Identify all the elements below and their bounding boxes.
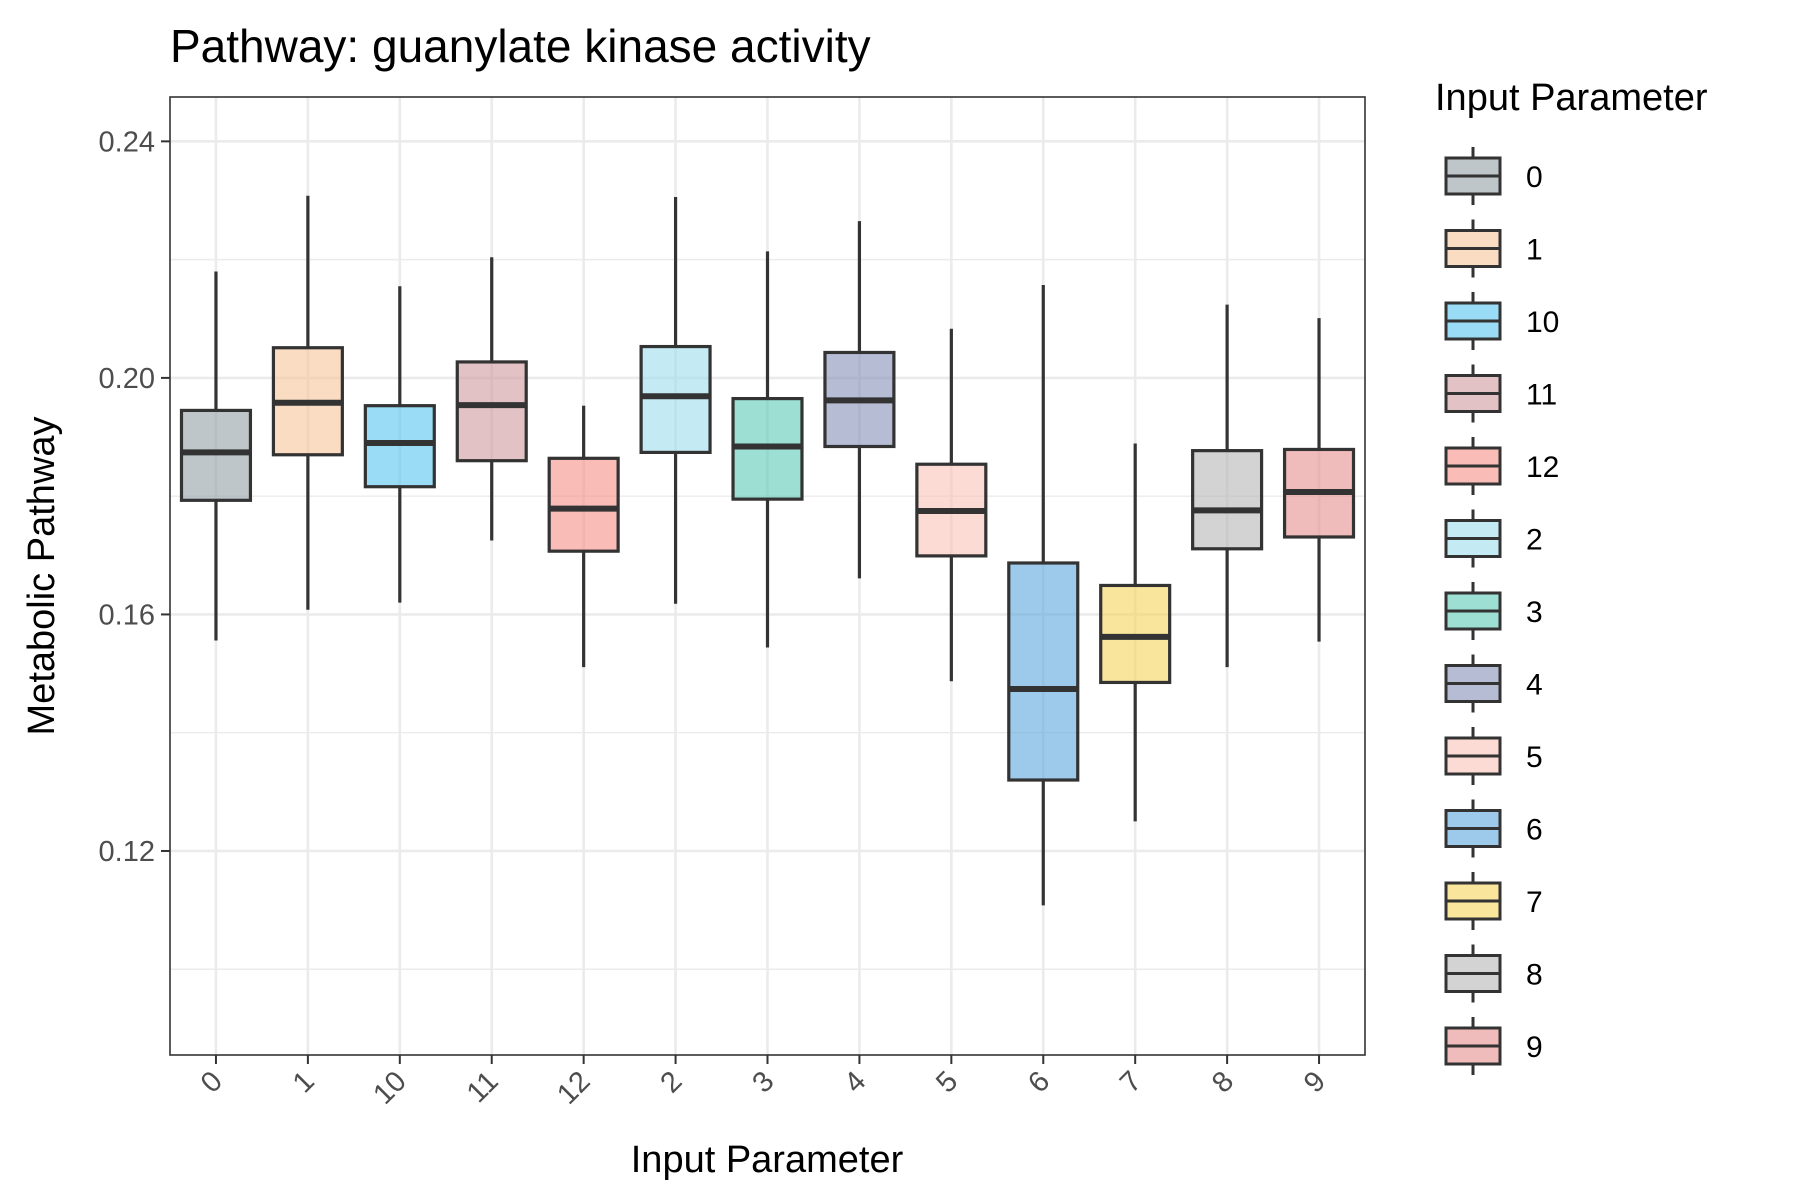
legend-item-0: 0 — [1444, 147, 1543, 205]
x-axis-label: Input Parameter — [631, 1139, 904, 1181]
box-8 — [1191, 304, 1264, 668]
legend-item-4: 4 — [1444, 654, 1543, 713]
y-axis-label: Metabolic Pathway — [21, 417, 63, 736]
y-tick-label: 0.16 — [99, 599, 155, 631]
box-6 — [1007, 285, 1080, 906]
legend-label: 5 — [1526, 741, 1543, 774]
legend-label: 0 — [1526, 161, 1543, 194]
box-iqr — [1191, 449, 1264, 551]
box-12 — [547, 405, 620, 668]
legend-label: 11 — [1526, 379, 1557, 412]
box-1 — [271, 195, 344, 610]
chart-title: Pathway: guanylate kinase activity — [170, 20, 871, 72]
box-iqr — [455, 360, 528, 463]
box-iqr — [363, 404, 436, 489]
legend-item-8: 8 — [1444, 944, 1543, 1003]
legend-label: 6 — [1526, 814, 1543, 847]
boxes — [179, 195, 1356, 906]
legend-item-1: 1 — [1444, 219, 1543, 278]
legend-title: Input Parameter — [1435, 77, 1708, 119]
legend-label: 9 — [1526, 1031, 1543, 1064]
legend-item-2: 2 — [1444, 509, 1543, 568]
box-11 — [455, 257, 528, 541]
legend-label: 2 — [1526, 524, 1543, 557]
legend-item-9: 9 — [1444, 1017, 1543, 1075]
legend-label: 4 — [1526, 669, 1543, 702]
box-iqr — [639, 344, 712, 455]
y-tick-label: 0.24 — [99, 126, 155, 158]
box-iqr — [1007, 561, 1080, 782]
box-0 — [179, 271, 253, 641]
y-tick-label: 0.20 — [99, 363, 155, 395]
legend-item-12: 12 — [1444, 437, 1559, 495]
legend-label: 7 — [1526, 886, 1543, 919]
legend-label: 3 — [1526, 596, 1543, 629]
legend-label: 10 — [1526, 306, 1559, 339]
box-2 — [639, 196, 712, 604]
y-axis: 0.12 0.16 0.20 0.24 — [99, 126, 170, 868]
legend-item-11: 11 — [1444, 364, 1557, 423]
box-7 — [1099, 443, 1172, 822]
legend-item-3: 3 — [1444, 582, 1543, 640]
legend-item-6: 6 — [1444, 799, 1543, 858]
legend-label: 1 — [1526, 234, 1543, 267]
y-tick-label: 0.12 — [99, 836, 155, 868]
legend-item-7: 7 — [1444, 872, 1543, 930]
box-10 — [363, 286, 436, 603]
box-9 — [1282, 318, 1356, 642]
box-5 — [915, 328, 988, 682]
legend: Input Parameter 0 1 10 11 12 2 3 4 5 6 7 8 9 — [1435, 77, 1708, 1075]
legend-label: 8 — [1526, 959, 1543, 992]
box-4 — [823, 221, 896, 579]
legend-label: 12 — [1526, 451, 1559, 484]
legend-item-5: 5 — [1444, 727, 1543, 785]
box-3 — [731, 251, 804, 648]
box-iqr — [547, 456, 620, 553]
legend-item-10: 10 — [1444, 292, 1559, 350]
